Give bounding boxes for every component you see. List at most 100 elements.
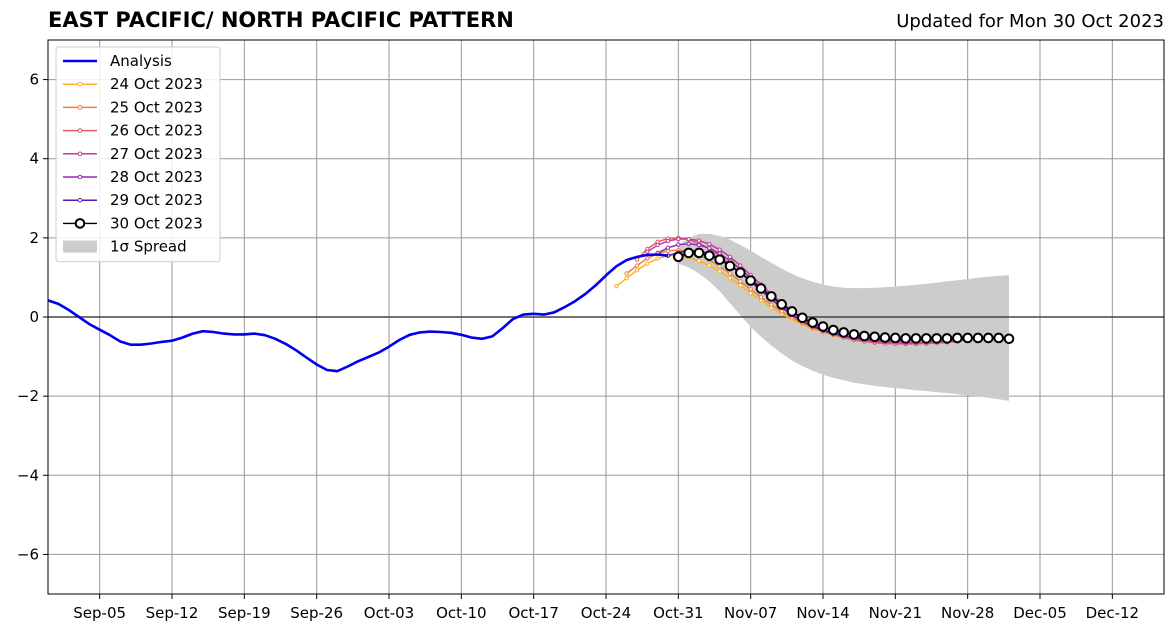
axis-ticks: Sep-05 Sep-12 Sep-19 Sep-26 Oct-03 Oct-10 Oct-…: [17, 71, 1139, 622]
forecast-point-28-oct-2023: [665, 245, 671, 250]
forecast-point-30-oct-2023: [714, 254, 725, 265]
x-tick-label: Oct-24: [581, 604, 631, 622]
forecast-point-24-oct-2023: [738, 283, 743, 288]
legend-swatch-marker: [77, 105, 83, 110]
forecast-point-30-oct-2023: [910, 333, 922, 344]
x-tick-label: Dec-05: [1013, 604, 1067, 622]
forecast-point-30-oct-2023: [993, 332, 1004, 344]
x-tick-label: Nov-14: [796, 604, 849, 622]
forecast-point-24-oct-2023: [696, 258, 702, 264]
forecast-point-24-oct-2023: [748, 291, 753, 296]
forecast-point-30-oct-2023: [962, 332, 973, 344]
legend-label: Analysis: [110, 52, 172, 70]
x-tick-label: Nov-21: [869, 604, 922, 622]
forecast-point-30-oct-2023: [952, 332, 963, 344]
forecast-point-30-oct-2023: [673, 251, 684, 263]
forecast-point-30-oct-2023: [838, 327, 849, 338]
forecast-point-30-oct-2023: [848, 329, 860, 340]
forecast-point-30-oct-2023: [941, 333, 953, 344]
y-tick-label: −2: [17, 387, 39, 405]
legend-label: 24 Oct 2023: [110, 75, 203, 93]
forecast-point-30-oct-2023: [1003, 333, 1015, 345]
forecast-point-27-oct-2023: [655, 242, 660, 248]
legend-label: 1σ Spread: [110, 238, 187, 256]
forecast-point-30-oct-2023: [735, 267, 746, 278]
forecast-point-30-oct-2023: [683, 247, 694, 259]
forecast-point-30-oct-2023: [745, 275, 756, 286]
y-tick-label: −6: [17, 545, 39, 563]
forecast-point-24-oct-2023: [727, 276, 733, 281]
forecast-point-25-oct-2023: [727, 271, 733, 276]
legend-box: [55, 46, 221, 263]
forecast-point-25-oct-2023: [769, 302, 774, 307]
forecast-point-30-oct-2023: [724, 260, 736, 272]
legend-label: 26 Oct 2023: [110, 122, 203, 140]
analysis-line: [48, 253, 669, 373]
forecast-point-30-oct-2023: [693, 247, 705, 259]
legend-swatch-marker: [77, 197, 83, 203]
x-tick-label: Oct-31: [653, 604, 703, 622]
legend-swatch-marker: [77, 151, 83, 157]
forecast-point-27-oct-2023: [738, 263, 743, 268]
forecast-point-30-oct-2023: [972, 332, 984, 344]
legend-swatch-marker: [77, 128, 83, 133]
forecast-point-30-oct-2023: [983, 332, 994, 344]
forecast-point-25-oct-2023: [738, 279, 743, 284]
x-tick-label: Oct-03: [364, 604, 414, 622]
forecast-point-28-oct-2023: [686, 241, 691, 246]
forecast-point-25-oct-2023: [748, 287, 753, 292]
forecast-point-25-oct-2023: [758, 295, 764, 300]
forecast-point-27-oct-2023: [665, 238, 671, 244]
x-tick-label: Sep-12: [146, 604, 199, 622]
x-tick-label: Nov-28: [941, 604, 994, 622]
legend-label: 29 Oct 2023: [110, 191, 203, 209]
y-tick-label: −4: [17, 466, 39, 484]
forecast-point-30-oct-2023: [890, 332, 901, 344]
forecast-point-30-oct-2023: [879, 332, 891, 343]
forecast-point-25-oct-2023: [717, 264, 722, 269]
forecast-point-28-oct-2023: [676, 242, 681, 247]
x-tick-label: Dec-12: [1086, 604, 1140, 622]
forecast-point-30-oct-2023: [786, 306, 798, 317]
forecast-point-30-oct-2023: [755, 283, 767, 294]
forecast-point-30-oct-2023: [817, 321, 829, 332]
forecast-point-27-oct-2023: [676, 236, 681, 242]
legend-swatch-marker: [74, 218, 86, 229]
forecast-point-28-oct-2023: [696, 242, 702, 248]
forecast-point-24-oct-2023: [614, 283, 619, 289]
legend: Analysis 24 Oct 2023 25 Oct 2023 26 Oct 202…: [55, 46, 221, 263]
forecast-point-27-oct-2023: [727, 254, 733, 260]
forecast-point-27-oct-2023: [696, 238, 702, 243]
y-tick-label: 2: [29, 229, 39, 247]
chart-title: EAST PACIFIC/ NORTH PACIFIC PATTERN: [48, 8, 514, 32]
forecast-point-25-oct-2023: [624, 271, 629, 276]
forecast-point-30-oct-2023: [797, 312, 808, 324]
forecast-point-30-oct-2023: [776, 299, 787, 310]
legend-label: 27 Oct 2023: [110, 145, 203, 163]
forecast-point-24-oct-2023: [634, 268, 640, 273]
forecast-point-24-oct-2023: [707, 263, 712, 268]
y-tick-label: 6: [29, 71, 39, 89]
y-tick-label: 4: [29, 150, 39, 168]
y-tick-label: 0: [29, 308, 39, 326]
forecast-point-27-oct-2023: [645, 249, 650, 254]
updated-date-label: Updated for Mon 30 Oct 2023: [896, 11, 1164, 32]
x-tick-label: Oct-10: [436, 604, 486, 622]
forecast-point-25-oct-2023: [634, 263, 640, 268]
forecast-point-24-oct-2023: [655, 256, 660, 261]
forecast-point-24-oct-2023: [717, 269, 722, 274]
legend-label: 30 Oct 2023: [110, 214, 203, 232]
forecast-point-27-oct-2023: [686, 236, 691, 242]
x-tick-label: Nov-07: [724, 604, 777, 622]
x-tick-label: Sep-19: [218, 604, 271, 622]
forecast-point-27-oct-2023: [717, 247, 722, 252]
forecast-point-25-oct-2023: [779, 309, 784, 314]
series-layer: [48, 235, 1015, 373]
forecast-point-30-oct-2023: [900, 333, 911, 344]
legend-swatch-marker: [77, 81, 83, 87]
forecast-point-30-oct-2023: [869, 331, 880, 343]
forecast-point-30-oct-2023: [807, 317, 818, 328]
forecast-point-30-oct-2023: [766, 291, 777, 302]
x-tick-label: Oct-17: [508, 604, 558, 622]
